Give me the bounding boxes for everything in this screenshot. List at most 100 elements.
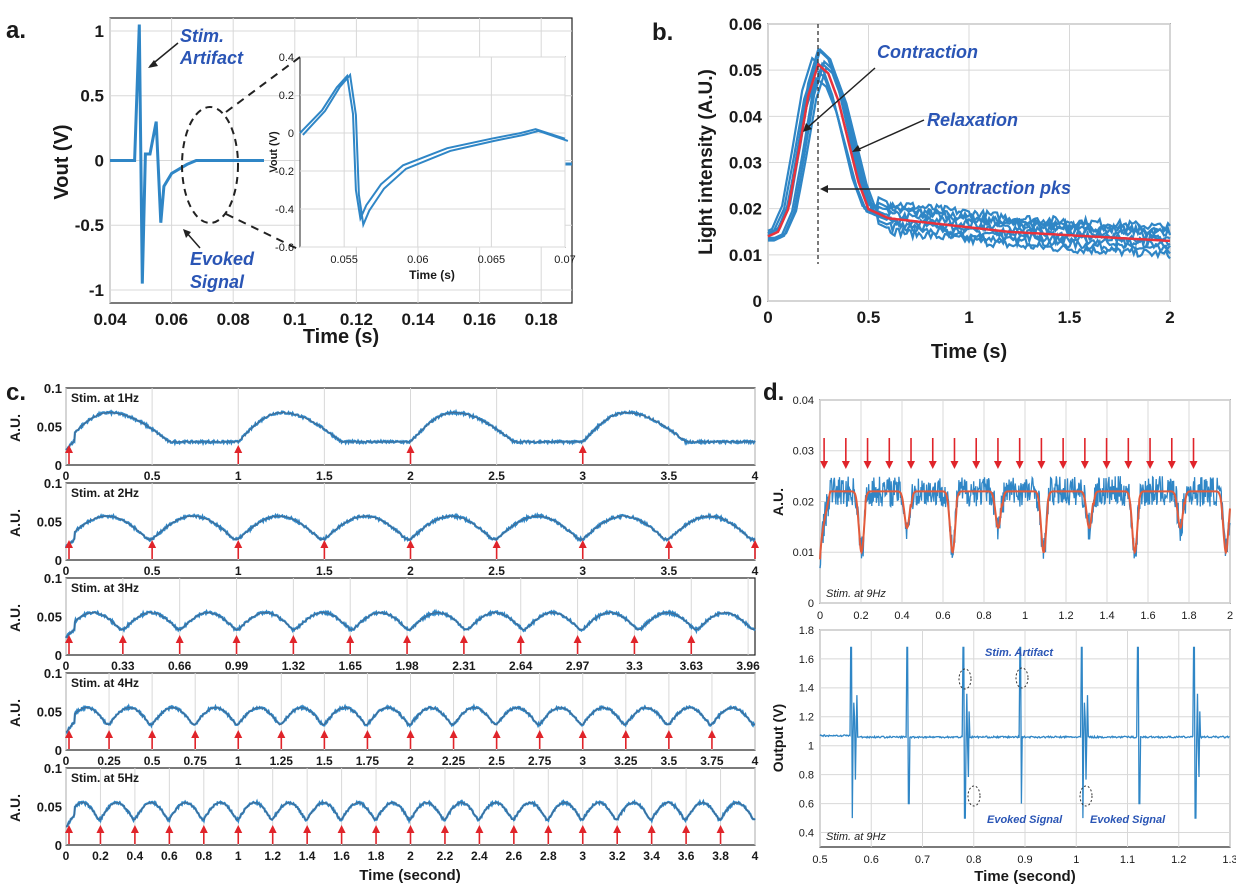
- panel-c-ytick: 0.1: [44, 476, 62, 491]
- panel-c-xtick: 2.75: [528, 754, 552, 768]
- panel-c-subtitle: Stim. at 3Hz: [71, 581, 139, 595]
- panel-c-subplot: 0 0.2 0.4 0.6 0.8 1 1.2 1.4 1.6 1.8 2 2.2 2.4 2.6 2.8 3…: [7, 761, 759, 863]
- panel-d-top-trace: [819, 475, 1231, 569]
- panel-c-fit: [65, 612, 755, 638]
- panel-d-bottom-ytick: 1.8: [799, 625, 814, 637]
- inset-ytick: 0: [288, 128, 294, 140]
- annotation-evoked-1: Evoked: [190, 249, 255, 269]
- stim-arrowhead: [449, 730, 458, 738]
- panel-a-inset: 0.055 0.06 0.065 0.07 0.4 0.2 0 -0.2 -0.4 -0.6 T…: [268, 52, 576, 282]
- panel-a: a. 0.04 0.06 0.08 0.1 0.12 0.14 0.16 0.18 1 0.5 0…: [6, 17, 576, 348]
- annotation-evoked-2: Signal: [190, 272, 245, 292]
- panel-c-ytick: 0.1: [44, 761, 62, 776]
- panel-c-xtick: 2.25: [442, 754, 466, 768]
- inset-ylabel: Vout (V): [268, 131, 280, 173]
- stim-arrowhead: [647, 825, 656, 833]
- panel-c-xtick: 1.5: [316, 469, 333, 483]
- panel-a-xtick: 0.16: [463, 310, 496, 329]
- panel-c-ytick: 0: [55, 838, 62, 853]
- stim-arrowhead: [820, 461, 829, 469]
- panel-c-ylabel: A.U.: [7, 414, 23, 442]
- panel-d-bottom-xtick: 0.5: [812, 854, 827, 866]
- panel-d-top-xtick: 0.4: [894, 610, 909, 622]
- stim-arrowhead: [65, 445, 73, 453]
- stim-arrowhead: [346, 635, 355, 643]
- panel-c-subplot: 0 0.5 1 1.5 2 2.5 3 3.5 4 0.1 0.05 0 A.U. Stim. at 2H…: [7, 476, 759, 578]
- panel-c-xtick: 1.32: [282, 659, 306, 673]
- annotation-contraction-pks: Contraction pks: [934, 178, 1071, 198]
- panel-c-ylabel: A.U.: [7, 509, 23, 537]
- arrowhead-contraction: [803, 123, 812, 132]
- panel-c-xtick: 3.5: [661, 754, 678, 768]
- stim-arrowhead: [232, 635, 241, 643]
- annotation-stim-artifact-2: Artifact: [179, 48, 244, 68]
- stim-arrowhead: [148, 540, 157, 548]
- panel-c-xtick: 3.5: [661, 469, 678, 483]
- panel-b-ytick: 0.05: [729, 61, 762, 80]
- panel-a-ytick: 0.5: [80, 87, 104, 106]
- panel-c-xtick: 1.6: [333, 849, 350, 863]
- panel-a-xtick: 0.18: [525, 310, 558, 329]
- stim-arrowhead: [907, 461, 916, 469]
- panel-c-xtick: 0: [63, 469, 70, 483]
- stim-arrowhead: [509, 825, 518, 833]
- panel-c-xtick: 1.65: [339, 659, 363, 673]
- stim-arrowhead: [289, 635, 298, 643]
- panel-d-top-ylabel: A.U.: [770, 488, 786, 516]
- panel-c-xtick: 3.96: [736, 659, 760, 673]
- annotation-d-evoked-2: Evoked Signal: [1090, 814, 1166, 826]
- annotation-d-evoked-1: Evoked Signal: [987, 814, 1063, 826]
- stim-arrowhead: [492, 730, 501, 738]
- panel-c-xtick: 1.4: [299, 849, 316, 863]
- panel-c-xtick: 0.8: [195, 849, 212, 863]
- panel-c-xtick: 4: [752, 849, 759, 863]
- panel-c-xtick: 1.75: [356, 754, 380, 768]
- panel-b-xlabel: Time (s): [931, 341, 1007, 363]
- stim-arrowhead: [630, 635, 639, 643]
- annotation-d-stim-artifact: Stim. Artifact: [985, 647, 1054, 659]
- panel-d-bottom-xtick: 0.7: [915, 854, 930, 866]
- panel-c-xtick: 0.2: [92, 849, 109, 863]
- panel-c-xtick: 3.2: [609, 849, 626, 863]
- stim-arrowhead: [1124, 461, 1133, 469]
- panel-d-bottom-ytick: 0.4: [799, 827, 814, 839]
- panel-c-ylabel: A.U.: [7, 699, 23, 727]
- stim-arrowhead: [993, 461, 1002, 469]
- panel-c-xtick: 3.5: [661, 564, 678, 578]
- arrow-relaxation: [856, 119, 925, 151]
- panel-c-fit: [65, 707, 755, 733]
- panel-d-top-xtick: 2: [1227, 610, 1233, 622]
- panel-c-fit: [65, 802, 755, 828]
- panel-c-trace: [65, 608, 756, 640]
- panel-b-label: b.: [652, 19, 673, 46]
- panel-a-xtick: 0.04: [93, 310, 127, 329]
- panel-d-bottom-xtick: 1.3: [1222, 854, 1236, 866]
- panel-c-subplot: 0 0.33 0.66 0.99 1.32 1.65 1.98 2.31 2.64 2.97 3.3…: [7, 571, 760, 673]
- panel-c-axes: [65, 577, 756, 656]
- panel-b: b. 0 0.5 1 1.5 2 0.06 0.05 0.04 0.03 0.02 0.01 0 T…: [652, 15, 1175, 363]
- panel-c-subtitle: Stim. at 5Hz: [71, 771, 139, 785]
- stim-arrowhead: [1037, 461, 1046, 469]
- stim-arrowhead: [687, 635, 696, 643]
- panel-c-xtick: 4: [752, 754, 759, 768]
- stim-arrowhead: [928, 461, 937, 469]
- panel-b-xtick: 0.5: [857, 308, 881, 327]
- panel-c-xtick: 2: [407, 849, 414, 863]
- panel-c-xtick: 3.4: [643, 849, 660, 863]
- panel-c: c. 0 0.5 1 1.5 2 2.5 3 3.5 4 0.1 0.05 0 A.U. Stim. at…: [6, 379, 760, 884]
- panel-a-trace: [110, 24, 264, 284]
- panel-a-ytick: -1: [89, 281, 104, 300]
- arrow-contraction: [806, 67, 876, 129]
- panel-c-xtick: 1.5: [316, 754, 333, 768]
- panel-c-xtick: 0.6: [161, 849, 178, 863]
- panel-c-xtick: 1: [235, 849, 242, 863]
- panel-c-xtick: 2.5: [488, 469, 505, 483]
- panel-d-bottom-xtick: 1: [1073, 854, 1079, 866]
- panel-c-xtick: 0.5: [144, 564, 161, 578]
- inset-ytick: -0.6: [275, 242, 294, 254]
- panel-c-ytick: 0: [55, 458, 62, 473]
- stim-arrowhead: [664, 730, 673, 738]
- panel-c-xtick: 3: [579, 564, 586, 578]
- stim-arrowhead: [475, 825, 484, 833]
- panel-d-top-xtick: 1.4: [1099, 610, 1114, 622]
